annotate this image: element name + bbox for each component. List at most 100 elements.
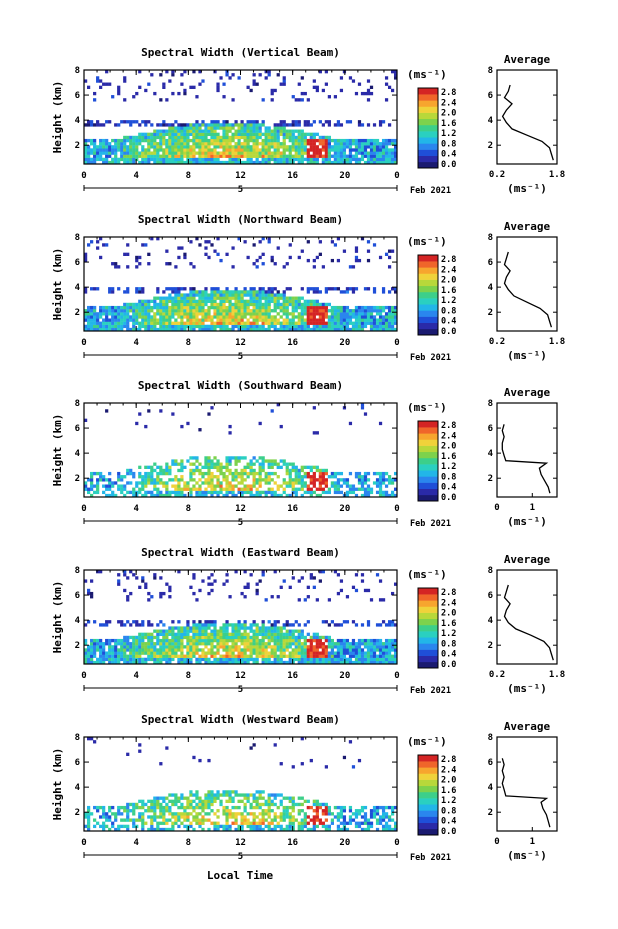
profile-title: Average (504, 53, 551, 66)
colorbar-segment (418, 131, 438, 138)
colorbar-segment (418, 618, 438, 626)
ytick-label: 6 (75, 91, 80, 101)
xtick-label: 20 (339, 838, 350, 848)
ytick-label: 6 (75, 424, 80, 434)
colorbar-tick-label: 2.0 (441, 442, 456, 452)
panel-title: Spectral Width (Northward Beam) (138, 213, 343, 226)
colorbar-segment (418, 291, 438, 299)
ylabel: Height (km) (51, 81, 64, 154)
xtick-label: 20 (339, 338, 350, 348)
colorbar-segment (418, 88, 438, 95)
profile-title: Average (504, 386, 551, 399)
colorbar-segment (418, 464, 438, 471)
ytick-label: 8 (75, 566, 80, 576)
colorbar-tick-label: 1.6 (441, 119, 456, 129)
date-label: Feb 2021 (410, 519, 451, 529)
xtick-label: 20 (339, 504, 350, 514)
xtick-label: 12 (235, 171, 246, 181)
ytick-label: 8 (75, 733, 80, 743)
colorbar-segment (418, 470, 438, 477)
profile-ytick-label: 2 (488, 141, 493, 151)
heatmap-field (84, 70, 398, 165)
profile-xlabel: (ms⁻¹) (507, 182, 547, 195)
profile-line (503, 584, 554, 661)
colorbar-segment (418, 124, 438, 132)
colorbar-segment (418, 600, 438, 607)
colorbar-segment (418, 476, 438, 483)
profile-ytick-label: 2 (488, 641, 493, 651)
colorbar-segment (418, 445, 438, 453)
colorbar-frame (417, 420, 439, 502)
profile-ytick-label: 2 (488, 808, 493, 818)
colorbar-segment (418, 118, 438, 126)
colorbar-frame (417, 87, 439, 169)
profile-xtick-label: 1 (530, 503, 535, 513)
colorbar-tick-label: 0.0 (441, 827, 456, 837)
colorbar-segment (418, 767, 438, 774)
panel-2: Spectral Width (Northward Beam) 2 4 6 8 Heigh… (51, 213, 565, 363)
profile-line (501, 84, 554, 161)
xtick-label: 12 (235, 504, 246, 514)
profile-ytick-label: 2 (488, 308, 493, 318)
colorbar-tick-label: 0.4 (441, 150, 456, 160)
colorbar-segment (418, 106, 438, 113)
profile-ytick-label: 6 (488, 258, 493, 268)
xtick-label: 20 (339, 671, 350, 681)
date-tick-label: 5 (238, 518, 243, 528)
ytick-label: 4 (75, 616, 81, 626)
colorbar-segment (418, 100, 438, 107)
ylabel: Height (km) (51, 248, 64, 321)
colorbar-segment (418, 310, 438, 317)
xtick-label: 16 (287, 838, 298, 848)
profile-xtick-label: 0.2 (489, 670, 505, 680)
heatmap-field (84, 237, 398, 332)
xtick-label: 0 (394, 838, 399, 848)
profile-frame (496, 736, 558, 832)
profile-frame (496, 569, 558, 665)
colorbar-segment (418, 482, 438, 489)
profile-frame (496, 236, 558, 332)
colorbar-tick-label: 0.0 (441, 160, 456, 170)
profile-ytick-label: 6 (488, 424, 493, 434)
profile-xlabel: (ms⁻¹) (507, 515, 547, 528)
profile-ytick-label: 8 (488, 399, 493, 409)
ytick-label: 4 (75, 449, 81, 459)
panel-4: Spectral Width (Eastward Beam) 2 4 6 8 Height… (51, 546, 565, 696)
profile-title: Average (504, 220, 551, 233)
colorbar-tick-label: 2.8 (441, 88, 456, 98)
xtick-label: 4 (133, 504, 139, 514)
profile-xtick-label: 0.2 (489, 337, 505, 347)
profile-ytick-label: 4 (488, 783, 494, 793)
colorbar-tick-label: 0.4 (441, 317, 456, 327)
profile-xtick-label: 1.8 (549, 170, 565, 180)
colorbar-tick-label: 1.6 (441, 786, 456, 796)
profile-ytick-label: 6 (488, 758, 493, 768)
colorbar-unit: (ms⁻¹) (407, 68, 447, 81)
colorbar-segment (418, 316, 438, 323)
colorbar-segment (418, 298, 438, 305)
ytick-label: 8 (75, 66, 80, 76)
xtick-label: 16 (287, 504, 298, 514)
colorbar-segment (418, 785, 438, 793)
colorbar-segment (418, 433, 438, 440)
ytick-label: 8 (75, 233, 80, 243)
colorbar-segment (418, 791, 438, 799)
profile-line (501, 424, 551, 494)
colorbar-tick-label: 2.4 (441, 765, 456, 775)
colorbar-tick-label: 2.0 (441, 276, 456, 286)
ytick-label: 6 (75, 591, 80, 601)
xtick-label: 16 (287, 338, 298, 348)
xtick-label: 4 (133, 338, 139, 348)
colorbar-tick-label: 2.8 (441, 255, 456, 265)
profile-xtick-label: 1 (530, 837, 535, 847)
xtick-label: 0 (394, 338, 399, 348)
colorbar-segment (418, 112, 438, 120)
colorbar-unit: (ms⁻¹) (407, 235, 447, 248)
colorbar-tick-label: 1.6 (441, 452, 456, 462)
profile-xtick-label: 0.2 (489, 170, 505, 180)
profile-ytick-label: 8 (488, 566, 493, 576)
ytick-label: 2 (75, 474, 80, 484)
date-tick-label: 5 (238, 185, 243, 195)
colorbar-segment (418, 161, 438, 169)
xtick-label: 8 (186, 838, 191, 848)
